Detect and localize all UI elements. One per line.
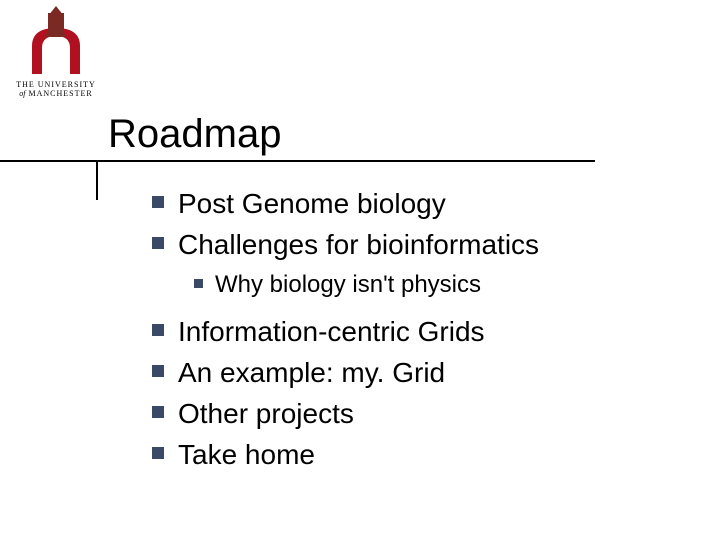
title-drop-line (96, 160, 98, 200)
bullet-text: Challenges for bioinformatics (178, 227, 539, 262)
list-subitem: Why biology isn't physics (194, 270, 672, 300)
bullet-square-icon (152, 365, 164, 377)
bullet-text: Information-centric Grids (178, 314, 485, 349)
list-item: Other projects (152, 396, 672, 431)
bullet-list: Post Genome biology Challenges for bioin… (152, 186, 672, 478)
logo-of: of (19, 89, 25, 98)
bullet-text: An example: my. Grid (178, 355, 445, 390)
title-underline (0, 160, 595, 162)
manchester-crest-icon (26, 6, 86, 78)
logo-manchester: MANCHESTER (29, 89, 93, 98)
bullet-square-icon (152, 447, 164, 459)
list-item: Challenges for bioinformatics (152, 227, 672, 262)
bullet-square-icon (194, 279, 203, 288)
bullet-text: Take home (178, 437, 315, 472)
list-item: Take home (152, 437, 672, 472)
list-item: Post Genome biology (152, 186, 672, 221)
bullet-text: Other projects (178, 396, 354, 431)
bullet-square-icon (152, 406, 164, 418)
list-item: An example: my. Grid (152, 355, 672, 390)
logo-text-line1: THE UNIVERSITY (12, 80, 100, 89)
slide-title: Roadmap (108, 112, 281, 157)
bullet-square-icon (152, 324, 164, 336)
university-logo: THE UNIVERSITY of MANCHESTER (12, 6, 100, 98)
bullet-square-icon (152, 237, 164, 249)
list-item: Information-centric Grids (152, 314, 672, 349)
bullet-square-icon (152, 196, 164, 208)
bullet-text: Why biology isn't physics (215, 270, 481, 300)
bullet-text: Post Genome biology (178, 186, 446, 221)
slide: THE UNIVERSITY of MANCHESTER Roadmap Pos… (0, 0, 720, 540)
logo-text-line2: of MANCHESTER (12, 89, 100, 98)
